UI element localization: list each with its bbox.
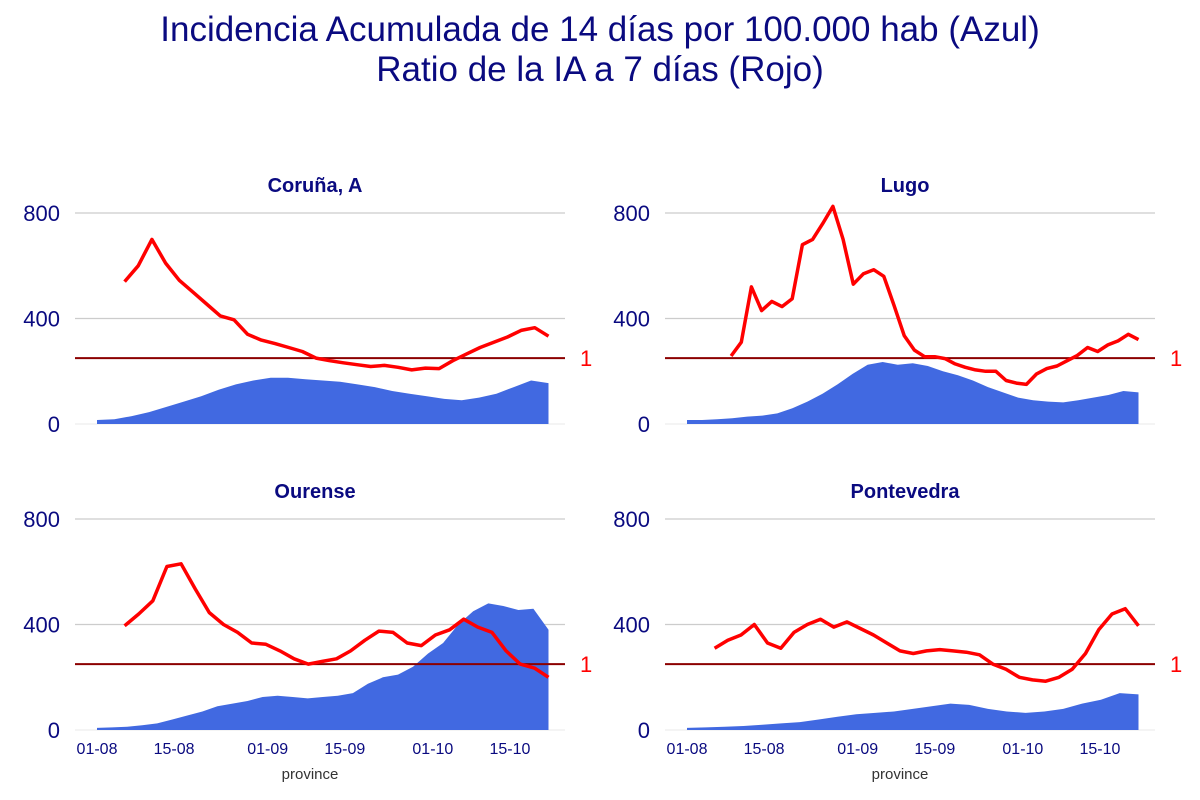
x-tick-label: 15-08 — [744, 741, 785, 758]
panel-0: Coruña, A 0 400 800 1 — [23, 175, 592, 437]
y-tick-label: 0 — [638, 718, 650, 743]
ratio-reference-label: 1 — [1170, 652, 1182, 677]
ratio-line — [123, 237, 550, 372]
y-tick-label: 400 — [613, 307, 650, 332]
panel-1: Lugo 0 400 800 1 — [613, 175, 1182, 437]
ratio-reference-label: 1 — [580, 652, 592, 677]
x-tick-label: 15-09 — [914, 741, 955, 758]
ia14-area — [97, 377, 549, 424]
y-tick-label: 0 — [48, 412, 60, 437]
y-tick-label: 0 — [638, 412, 650, 437]
x-tick-label: 15-09 — [324, 741, 365, 758]
y-tick-label: 800 — [23, 507, 60, 532]
ratio-reference-label: 1 — [1170, 346, 1182, 371]
panel-title: Lugo — [881, 175, 930, 197]
x-axis-label: province — [872, 766, 929, 783]
y-tick-label: 400 — [23, 613, 60, 638]
y-tick-label: 400 — [613, 613, 650, 638]
ratio-line — [123, 562, 550, 679]
x-tick-label: 01-10 — [412, 741, 453, 758]
panel-title: Ourense — [274, 481, 355, 503]
x-tick-label: 15-10 — [1079, 741, 1120, 758]
panel-3: Pontevedra 0 400 800 1 01-08 15-08 01-09 15-09 01… — [613, 481, 1182, 783]
x-axis-label: province — [282, 766, 339, 783]
y-tick-label: 800 — [23, 201, 60, 226]
ia14-area — [687, 362, 1139, 424]
y-tick-label: 400 — [23, 307, 60, 332]
ratio-line — [713, 606, 1140, 683]
x-tick-label: 01-09 — [837, 741, 878, 758]
y-tick-label: 800 — [613, 507, 650, 532]
y-tick-label: 0 — [48, 718, 60, 743]
chart-title-line1: Incidencia Acumulada de 14 días por 100.… — [160, 10, 1040, 49]
x-tick-label: 01-08 — [667, 741, 708, 758]
panel-2: Ourense 0 400 800 1 01-08 15-08 01-09 15-09 01-10… — [23, 481, 592, 783]
x-tick-label: 15-10 — [489, 741, 530, 758]
y-tick-label: 800 — [613, 201, 650, 226]
panel-title: Coruña, A — [268, 175, 363, 197]
ratio-line — [729, 204, 1140, 387]
x-tick-label: 01-10 — [1002, 741, 1043, 758]
panel-title: Pontevedra — [851, 481, 961, 503]
ia14-area — [97, 603, 549, 730]
ia14-area — [687, 693, 1139, 730]
x-tick-label: 15-08 — [154, 741, 195, 758]
chart-title-line2: Ratio de la IA a 7 días (Rojo) — [376, 50, 824, 89]
x-tick-label: 01-09 — [247, 741, 288, 758]
x-tick-label: 01-08 — [77, 741, 118, 758]
ratio-reference-label: 1 — [580, 346, 592, 371]
